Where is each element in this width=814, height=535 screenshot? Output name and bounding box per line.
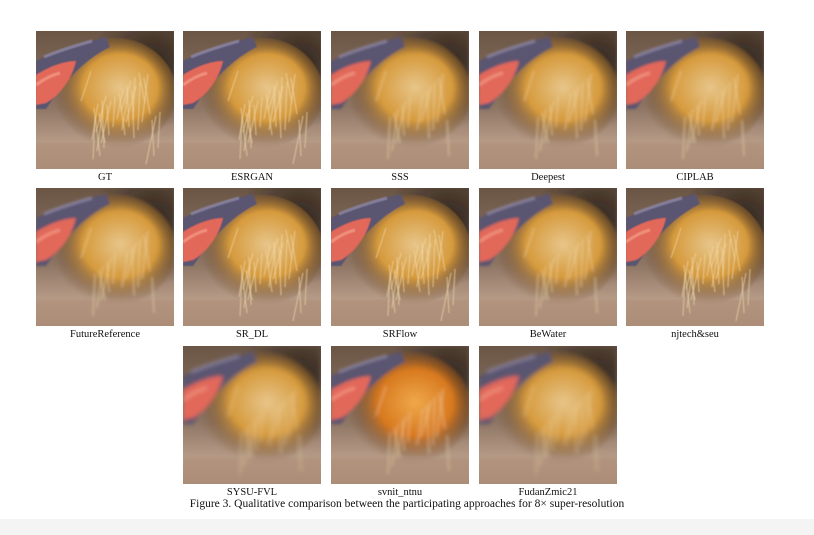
panel-sss: SSS <box>331 31 469 184</box>
panel-label-fudanzmic21: FudanZmic21 <box>518 487 578 498</box>
figure-caption: Figure 3. Qualitative comparison between… <box>189 498 625 510</box>
panel-label-svnit-ntnu: svnit_ntnu <box>377 487 423 498</box>
panel-label-sr-dl: SR_DL <box>235 329 269 340</box>
panel-svnit-ntnu: svnit_ntnu <box>331 346 469 499</box>
panel-image-sss <box>331 31 469 169</box>
panel-image-bewater <box>479 188 617 326</box>
panel-image-fudanzmic21 <box>479 346 617 484</box>
panel-image-gt <box>36 31 174 169</box>
panel-bewater: BeWater <box>479 188 617 341</box>
panel-label-njtech-seu: njtech&seu <box>671 329 719 340</box>
panel-futurereference: FutureReference <box>36 188 174 341</box>
panel-label-bewater: BeWater <box>529 329 567 340</box>
panel-image-ciplab <box>626 31 764 169</box>
page-bottom-strip <box>0 519 814 535</box>
panel-image-sysu-fvl <box>183 346 321 484</box>
panel-label-deepest: Deepest <box>531 172 565 183</box>
panel-label-futurereference: FutureReference <box>70 329 140 340</box>
panel-deepest: Deepest <box>479 31 617 184</box>
panel-sr-dl: SR_DL <box>183 188 321 341</box>
panel-njtech-seu: njtech&seu <box>626 188 764 341</box>
panel-sysu-fvl: SYSU-FVL <box>183 346 321 499</box>
panel-label-ciplab: CIPLAB <box>676 172 714 183</box>
panel-image-sr-dl <box>183 188 321 326</box>
panel-gt: GT <box>36 31 174 184</box>
panel-esrgan: ESRGAN <box>183 31 321 184</box>
panel-srflow: SRFlow <box>331 188 469 341</box>
panel-ciplab: CIPLAB <box>626 31 764 184</box>
panel-image-srflow <box>331 188 469 326</box>
panel-label-gt: GT <box>98 172 112 183</box>
panel-image-svnit-ntnu <box>331 346 469 484</box>
panel-image-deepest <box>479 31 617 169</box>
panel-image-futurereference <box>36 188 174 326</box>
panel-label-sss: SSS <box>391 172 409 183</box>
panel-image-esrgan <box>183 31 321 169</box>
panel-label-sysu-fvl: SYSU-FVL <box>226 487 278 498</box>
panel-fudanzmic21: FudanZmic21 <box>479 346 617 499</box>
panel-image-njtech-seu <box>626 188 764 326</box>
panel-label-srflow: SRFlow <box>382 329 418 340</box>
panel-label-esrgan: ESRGAN <box>230 172 273 183</box>
